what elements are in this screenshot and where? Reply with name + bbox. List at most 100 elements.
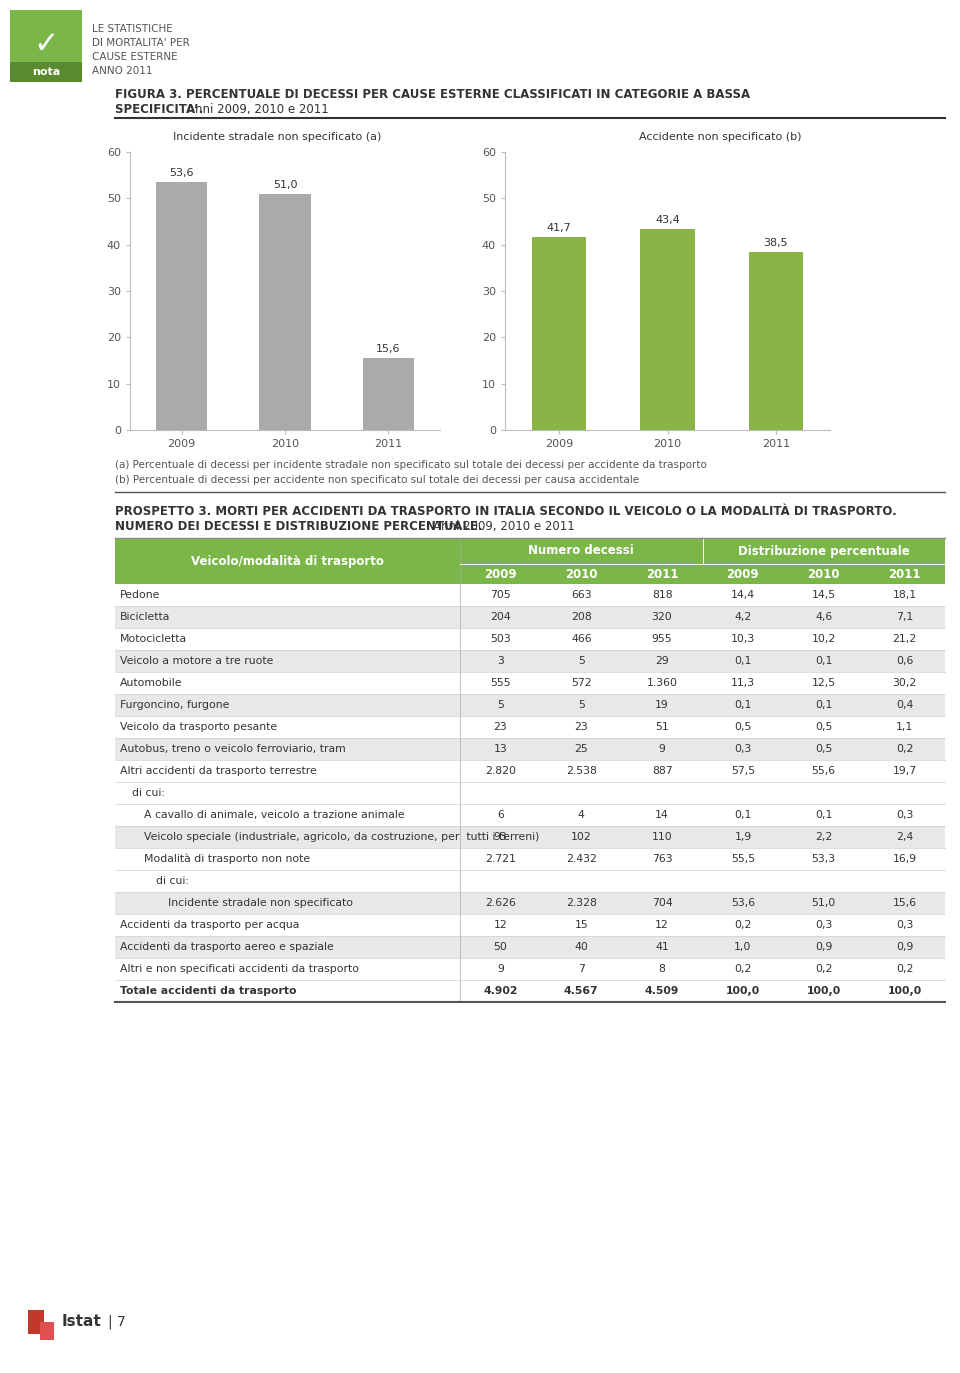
Text: 19: 19 [656,700,669,710]
Bar [115,936,945,958]
Text: 10,2: 10,2 [811,634,836,644]
Text: 0,9: 0,9 [896,942,913,951]
Text: FIGURA 3. PERCENTUALE DI DECESSI PER CAUSE ESTERNE CLASSIFICATI IN CATEGORIE A B: FIGURA 3. PERCENTUALE DI DECESSI PER CAU… [115,88,750,102]
Text: 208: 208 [571,612,591,622]
Text: 43,4: 43,4 [655,216,680,225]
Text: 0,2: 0,2 [896,964,913,973]
Bar [40,1322,54,1340]
Text: Accidente non specificato (b): Accidente non specificato (b) [638,132,802,141]
Text: CAUSE ESTERNE: CAUSE ESTERNE [92,52,178,62]
Text: 55,5: 55,5 [731,854,755,864]
Text: 2010: 2010 [807,567,840,581]
Text: 4.509: 4.509 [645,986,680,995]
Text: 4,6: 4,6 [815,612,832,622]
Bar [532,236,587,430]
Text: 0,2: 0,2 [734,920,752,930]
Text: 0,5: 0,5 [815,722,832,732]
Bar [10,10,82,82]
Text: 2011: 2011 [646,567,679,581]
Text: 102: 102 [571,832,591,842]
Text: 2010: 2010 [565,567,597,581]
Text: (a) Percentuale di decessi per incidente stradale non specificato sul totale dei: (a) Percentuale di decessi per incidente… [115,460,707,470]
Text: Veicolo a motore a tre ruote: Veicolo a motore a tre ruote [120,656,274,666]
Text: 0,2: 0,2 [734,964,752,973]
Text: 0,1: 0,1 [734,810,752,820]
Text: 3: 3 [497,656,504,666]
Bar [115,538,945,584]
Text: 7: 7 [578,964,585,973]
Text: 53,3: 53,3 [812,854,836,864]
Text: DI MORTALITA' PER: DI MORTALITA' PER [92,38,190,48]
Text: 0,4: 0,4 [896,700,913,710]
Text: 8: 8 [659,964,665,973]
Text: 503: 503 [490,634,511,644]
Bar [10,62,82,82]
Text: 2.328: 2.328 [565,898,597,908]
Text: Veicolo speciale (industriale, agricolo, da costruzione, per  tutti i terreni): Veicolo speciale (industriale, agricolo,… [144,832,540,842]
Text: 0,1: 0,1 [815,700,832,710]
Text: 93: 93 [493,832,507,842]
Text: 955: 955 [652,634,672,644]
Text: 5: 5 [578,656,585,666]
Text: Istat: Istat [62,1314,102,1329]
Text: 763: 763 [652,854,672,864]
Text: 14,5: 14,5 [812,590,836,600]
Text: Altri accidenti da trasporto terrestre: Altri accidenti da trasporto terrestre [120,766,317,776]
Text: 818: 818 [652,590,672,600]
Bar [640,229,695,430]
Text: 1,0: 1,0 [734,942,752,951]
Text: 12,5: 12,5 [812,678,836,688]
Text: nota: nota [32,67,60,77]
Text: 7,1: 7,1 [896,612,913,622]
Text: 0,1: 0,1 [734,656,752,666]
Text: 19,7: 19,7 [893,766,917,776]
Text: 466: 466 [571,634,591,644]
Text: 0,2: 0,2 [815,964,832,973]
Text: 10,3: 10,3 [731,634,756,644]
Text: 15,6: 15,6 [893,898,917,908]
Text: 1,1: 1,1 [896,722,913,732]
Text: 887: 887 [652,766,672,776]
Text: 100,0: 100,0 [726,986,760,995]
Text: Bicicletta: Bicicletta [120,612,170,622]
Text: 9: 9 [659,744,665,754]
Text: 0,1: 0,1 [734,700,752,710]
Text: 100,0: 100,0 [806,986,841,995]
Text: A cavallo di animale, veicolo a trazione animale: A cavallo di animale, veicolo a trazione… [144,810,404,820]
Text: 2.721: 2.721 [485,854,516,864]
Text: Pedone: Pedone [120,590,160,600]
Text: Incidente stradale non specificato (a): Incidente stradale non specificato (a) [174,132,382,141]
Text: Anni 2009, 2010 e 2011: Anni 2009, 2010 e 2011 [187,103,328,115]
Text: 13: 13 [493,744,507,754]
Text: 12: 12 [656,920,669,930]
Text: 50: 50 [493,942,507,951]
Text: 0,6: 0,6 [896,656,913,666]
Bar [115,649,945,671]
Text: | 7: | 7 [108,1315,126,1329]
Text: 41: 41 [656,942,669,951]
Text: 25: 25 [574,744,588,754]
Text: Accidenti da trasporto aereo e spaziale: Accidenti da trasporto aereo e spaziale [120,942,334,951]
Text: 0,2: 0,2 [896,744,913,754]
Text: Altri e non specificati accidenti da trasporto: Altri e non specificati accidenti da tra… [120,964,359,973]
Text: 41,7: 41,7 [547,222,571,233]
Bar [115,892,945,914]
Bar [749,251,803,430]
Bar [259,194,311,430]
Text: SPECIFICITA’.: SPECIFICITA’. [115,103,207,115]
Text: Automobile: Automobile [120,678,182,688]
Text: NUMERO DEI DECESSI E DISTRIBUZIONE PERCENTUALE.: NUMERO DEI DECESSI E DISTRIBUZIONE PERCE… [115,520,487,533]
Text: ANNO 2011: ANNO 2011 [92,66,153,76]
Text: 51,0: 51,0 [273,180,298,189]
Text: 0,1: 0,1 [815,810,832,820]
Text: 0,9: 0,9 [815,942,832,951]
Text: 6: 6 [497,810,504,820]
Text: 18,1: 18,1 [893,590,917,600]
Text: 705: 705 [490,590,511,600]
Bar [156,181,207,430]
Text: 14: 14 [656,810,669,820]
Text: 4.902: 4.902 [483,986,517,995]
Text: 2.538: 2.538 [565,766,597,776]
Text: Numero decessi: Numero decessi [528,545,635,557]
Text: 2,2: 2,2 [815,832,832,842]
